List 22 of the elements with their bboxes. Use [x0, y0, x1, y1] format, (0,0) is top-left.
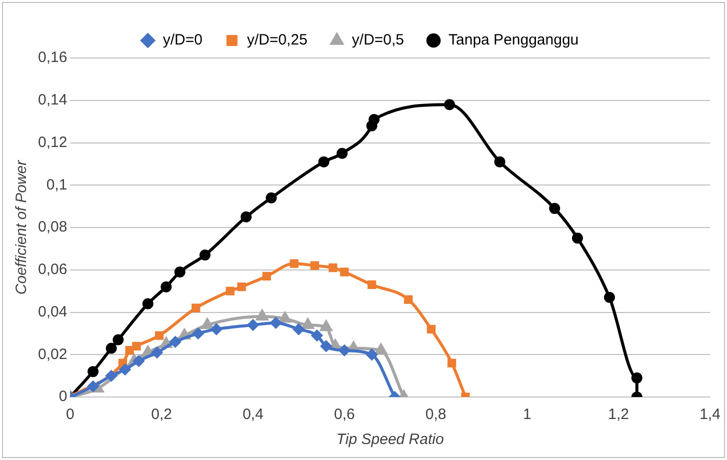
y-tick-label: 0,06 [38, 261, 68, 278]
x-axis-title: Tip Speed Ratio [336, 431, 444, 448]
y-tick-label: 0,1 [46, 176, 68, 194]
x-tick-label: 1,4 [700, 406, 720, 424]
y-tick-label: 0,08 [38, 218, 68, 236]
legend-label: y/D=0,5 [352, 32, 404, 49]
y-tick-label: 0,04 [38, 303, 68, 320]
x-tick-label: 0,6 [334, 406, 355, 424]
legend-label: Tanpa Pengganggu [448, 32, 579, 49]
legend-label: y/D=0,25 [246, 32, 308, 49]
y-tick-label: 0,12 [38, 134, 68, 151]
x-tick-label: 1,2 [608, 406, 630, 424]
legend-label: y/D=0 [162, 32, 202, 49]
x-tick-label: 0,4 [242, 406, 264, 424]
y-tick-label: 0,02 [38, 346, 68, 363]
y-tick-label: 0 [58, 388, 68, 406]
x-tick-label: 1 [523, 406, 532, 424]
y-tick-label: 0,16 [38, 49, 68, 66]
y-tick-label: 0,14 [38, 92, 68, 109]
x-tick-label: 0,2 [151, 406, 172, 424]
x-tick-label: 0,8 [425, 406, 446, 424]
y-axis-title: Coefficient of Power [13, 159, 30, 295]
